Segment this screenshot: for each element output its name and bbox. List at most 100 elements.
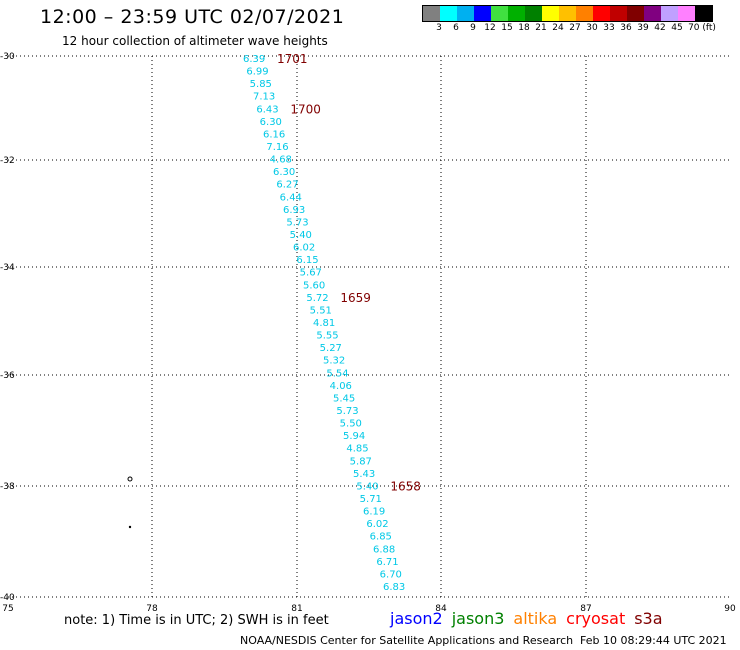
wave-height-label: 6.43 [256, 104, 278, 115]
color-swatch [457, 6, 474, 21]
wave-height-label: 6.70 [380, 569, 402, 580]
wave-height-label: 6.93 [283, 205, 305, 216]
wave-height-label: 6.83 [383, 582, 405, 593]
wave-height-label: 6.02 [293, 243, 315, 254]
wave-height-label: 5.94 [343, 431, 365, 442]
satellite-altika-label: altika [513, 609, 558, 628]
color-swatch [440, 6, 457, 21]
color-swatch [610, 6, 627, 21]
wave-height-label: 7.16 [266, 142, 288, 153]
wave-height-label: 5.50 [340, 419, 362, 430]
color-scale-label: 3 [436, 23, 442, 33]
color-scale-label: 6 [453, 23, 459, 33]
wave-height-label: 6.30 [273, 167, 295, 178]
wave-height-label: 5.60 [303, 280, 325, 291]
wave-height-label: 5.51 [310, 305, 332, 316]
wave-height-label: 5.71 [360, 494, 382, 505]
color-scale-label: 36 [620, 23, 632, 33]
color-scale-label: 21 [535, 23, 547, 33]
credit-text: NOAA/NESDIS Center for Satellite Applica… [240, 634, 574, 647]
wave-height-label: 5.27 [320, 343, 342, 354]
wave-height-label: 5.72 [306, 293, 328, 304]
wave-height-label: 4.68 [270, 155, 292, 166]
wave-height-label: 5.73 [286, 217, 308, 228]
time-label: 1659 [340, 291, 371, 305]
lon-tick-label: 90 [724, 604, 736, 614]
wave-height-label: 6.16 [263, 129, 285, 140]
wave-height-label: 5.32 [323, 356, 345, 367]
satellite-legend: jason2 jason3 altika cryosat s3a [390, 609, 672, 628]
color-swatch [627, 6, 644, 21]
color-scale-label: 18 [518, 23, 530, 33]
lat-tick-label: -40 [0, 593, 15, 603]
color-swatch [474, 6, 491, 21]
wave-height-label: 6.71 [376, 557, 398, 568]
wave-height-label: 5.73 [336, 406, 358, 417]
wave-height-label: 6.85 [370, 532, 392, 543]
satellite-s3a-label: s3a [634, 609, 663, 628]
satellite-jason2-label: jason2 [390, 609, 443, 628]
color-swatch [559, 6, 576, 21]
time-label: 1701 [277, 52, 308, 66]
wave-height-label: 4.06 [330, 381, 352, 392]
lat-tick-label: -36 [0, 371, 15, 381]
wave-height-label: 6.15 [296, 255, 318, 266]
satellite-jason3-label: jason3 [451, 609, 505, 628]
wave-height-label: 6.30 [260, 117, 282, 128]
color-scale-label: 70 (ft) [688, 23, 716, 33]
color-scale-label: 9 [470, 23, 476, 33]
color-swatch [423, 6, 440, 21]
color-scale-label: 12 [484, 23, 496, 33]
lon-tick-label: 84 [435, 604, 447, 614]
wave-height-label: 5.43 [353, 469, 375, 480]
color-scale-label: 42 [654, 23, 666, 33]
lon-tick-label: 87 [580, 604, 591, 614]
wave-height-label: 6.44 [280, 192, 302, 203]
color-swatch [678, 6, 695, 21]
lon-tick-label: 81 [291, 604, 302, 614]
lon-tick-label: 78 [146, 604, 158, 614]
color-swatch [576, 6, 593, 21]
generation-timestamp: Feb 10 08:29:44 UTC 2021 [580, 634, 727, 647]
color-scale-label: 15 [501, 23, 513, 33]
color-swatch [661, 6, 678, 21]
island-marker [128, 525, 132, 529]
color-swatch [695, 6, 712, 21]
wave-height-label: 6.99 [246, 67, 268, 78]
wave-height-label: 5.85 [250, 79, 272, 90]
wave-height-label: 5.40 [290, 230, 312, 241]
color-scale-label: 45 [671, 23, 683, 33]
footer-note: note: 1) Time is in UTC; 2) SWH is in fe… [64, 613, 329, 628]
satellite-cryosat-label: cryosat [566, 609, 626, 628]
color-swatch [525, 6, 542, 21]
map-subtitle: 12 hour collection of altimeter wave hei… [62, 34, 328, 48]
map-title: 12:00 – 23:59 UTC 02/07/2021 [40, 6, 345, 28]
lat-tick-label: -32 [0, 156, 15, 166]
color-scale-labels: 3 6 9 12 15 18 21 24 27 30 33 36 39 42 45 70 (ft) [422, 23, 740, 35]
wave-height-label: 5.55 [316, 331, 338, 342]
wave-height-label: 6.02 [366, 519, 388, 530]
color-swatch [644, 6, 661, 21]
time-label: 1700 [290, 102, 321, 116]
wave-height-label: 6.19 [363, 507, 385, 518]
color-swatch [491, 6, 508, 21]
color-scale-label: 39 [637, 23, 649, 33]
altimeter-track: 6.396.995.857.136.436.306.167.164.686.30… [243, 52, 421, 593]
lat-tick-label: -38 [0, 482, 15, 492]
wave-height-label: 5.67 [300, 268, 322, 279]
color-scale-label: 33 [603, 23, 615, 33]
wave-height-label: 5.54 [326, 368, 348, 379]
color-scale-bar [422, 5, 713, 22]
color-scale-label: 27 [569, 23, 581, 33]
wave-height-label: 4.85 [346, 444, 368, 455]
wave-height-label: 6.27 [276, 180, 298, 191]
lat-tick-label: -30 [0, 52, 15, 62]
wave-height-label: 5.45 [333, 393, 355, 404]
color-scale-label: 24 [552, 23, 564, 33]
wave-height-label: 5.87 [350, 456, 372, 467]
island-marker [127, 476, 133, 482]
color-swatch [593, 6, 610, 21]
wave-height-label: 7.13 [253, 92, 275, 103]
